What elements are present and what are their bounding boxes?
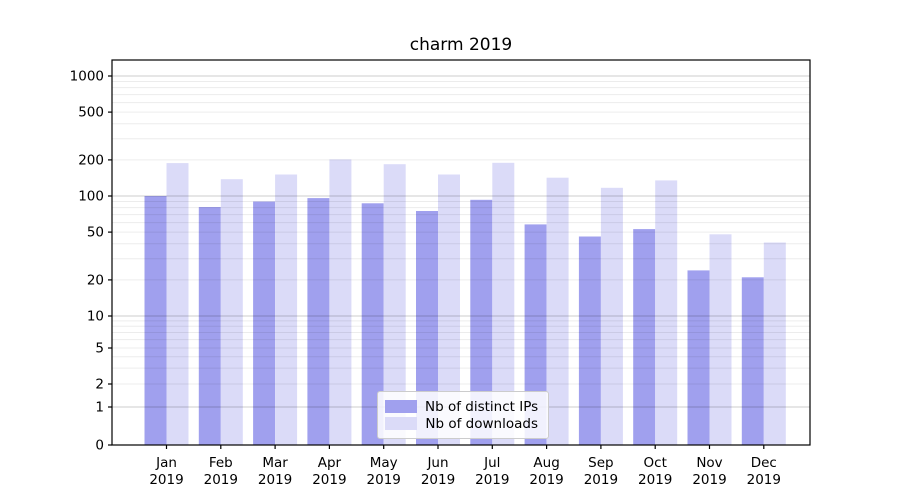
bar-distinct-ips-dec	[741, 277, 764, 445]
x-tick-label-jun: Jun 2019	[421, 455, 455, 488]
y-tick-label-200: 200	[78, 152, 104, 168]
x-tick-label-sep: Sep 2019	[584, 455, 618, 488]
bar-downloads-jan	[166, 163, 189, 445]
x-tick-label-oct: Oct 2019	[638, 455, 672, 488]
x-tick-label-dec: Dec 2019	[747, 455, 781, 488]
legend-label-distinct-ips: Nb of distinct IPs	[425, 398, 539, 415]
y-tick-label-1000: 1000	[70, 69, 104, 85]
bar-distinct-ips-nov	[687, 270, 710, 445]
legend: Nb of distinct IPs Nb of downloads	[377, 391, 549, 439]
y-tick-label-20: 20	[87, 272, 104, 288]
bar-downloads-aug	[546, 177, 569, 445]
bar-downloads-dec	[763, 242, 786, 445]
bar-distinct-ips-feb	[198, 207, 221, 445]
bar-downloads-mar	[275, 174, 298, 445]
x-tick-label-aug: Aug 2019	[529, 455, 563, 488]
bar-downloads-nov	[709, 234, 732, 445]
legend-label-downloads: Nb of downloads	[425, 415, 538, 432]
legend-swatch-distinct-ips	[385, 400, 417, 413]
y-tick-label-10: 10	[87, 309, 104, 325]
legend-swatch-downloads	[385, 417, 417, 430]
minor-gridlines	[112, 81, 810, 385]
bar-downloads-jul	[492, 162, 515, 446]
bar-distinct-ips-jan	[144, 196, 167, 445]
bar-downloads-sep	[600, 187, 623, 446]
bar-downloads-feb	[220, 179, 243, 445]
x-tick-label-feb: Feb 2019	[204, 455, 238, 488]
bar-distinct-ips-sep	[578, 236, 601, 445]
bar-distinct-ips-oct	[633, 229, 656, 445]
bar-distinct-ips-jul	[470, 199, 493, 445]
bar-downloads-apr	[329, 159, 352, 445]
x-axis: Jan 2019 Feb 2019 Mar 2019 Apr 2019 May 2019 Jun 20…	[149, 445, 781, 488]
bar-downloads-may	[383, 164, 406, 445]
plot-frame	[111, 59, 811, 446]
x-tick-label-jan: Jan 2019	[149, 455, 183, 488]
y-tick-label-0: 0	[95, 438, 104, 454]
bar-distinct-ips-aug	[524, 224, 547, 445]
chart-title: charm 2019	[409, 35, 513, 55]
y-tick-label-500: 500	[78, 105, 104, 121]
y-tick-label-2: 2	[95, 377, 104, 393]
bar-distinct-ips-mar	[253, 201, 276, 445]
bar-distinct-ips-jun	[416, 211, 438, 445]
bar-distinct-ips-may	[361, 203, 384, 445]
y-tick-label-50: 50	[87, 225, 104, 241]
y-tick-label-5: 5	[95, 341, 104, 357]
bar-distinct-ips-apr	[307, 198, 330, 445]
y-tick-label-100: 100	[78, 189, 104, 205]
legend-item-distinct-ips: Nb of distinct IPs	[385, 398, 538, 415]
y-axis: 0 1 2 5 10 20 50 100 200 500 1000	[70, 69, 112, 454]
x-tick-label-may: May 2019	[367, 455, 401, 488]
bar-downloads-oct	[655, 180, 678, 445]
y-tick-label-1: 1	[95, 400, 104, 416]
bar-downloads-jun	[438, 174, 460, 445]
x-tick-label-apr: Apr 2019	[312, 455, 346, 488]
x-tick-label-nov: Nov 2019	[692, 455, 726, 488]
legend-item-downloads: Nb of downloads	[385, 415, 538, 432]
x-tick-label-jul: Jul 2019	[475, 455, 509, 488]
x-tick-label-mar: Mar 2019	[258, 455, 292, 488]
